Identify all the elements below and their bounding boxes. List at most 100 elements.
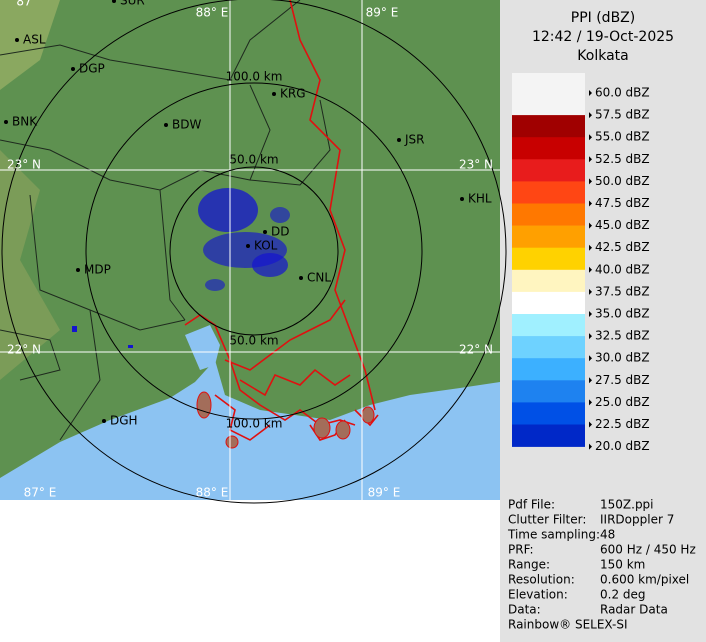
legend-tick	[589, 200, 592, 207]
city-label: BNK	[12, 115, 38, 129]
city-label: KHL	[468, 192, 492, 206]
info-label: Resolution:	[508, 573, 575, 587]
city-dot	[15, 38, 19, 42]
city-dot	[263, 230, 267, 234]
legend-swatch	[512, 336, 585, 359]
info-value: IIRDoppler 7	[600, 513, 674, 527]
legend-label: 55.0 dBZ	[595, 130, 650, 144]
grid-label: 88° E	[196, 6, 229, 20]
info-footer: Rainbow® SELEX-SI	[508, 618, 628, 632]
legend-label: 20.0 dBZ	[595, 439, 650, 453]
info-label: Clutter Filter:	[508, 513, 586, 527]
city-label: DD	[271, 225, 289, 239]
city-dot	[71, 67, 75, 71]
city-label: CNL	[307, 271, 331, 285]
city-dot	[4, 120, 8, 124]
sea	[0, 360, 500, 500]
range-label: 100.0 km	[226, 70, 283, 84]
info-label: Data:	[508, 603, 541, 617]
legend-swatch	[512, 247, 585, 271]
grid-label: 22° N	[7, 343, 41, 357]
city-dot	[460, 197, 464, 201]
islands	[196, 391, 375, 449]
info-label: PRF:	[508, 543, 534, 557]
range-rings	[1, 0, 507, 504]
legend-tick	[589, 355, 592, 362]
legend-tick	[589, 311, 592, 317]
legend-label: 42.5 dBZ	[595, 240, 650, 254]
city-label: ASL	[23, 33, 46, 47]
grid-label: 88° E	[196, 486, 229, 500]
legend-swatch	[512, 159, 585, 182]
info-value: 150Z.ppi	[600, 498, 654, 512]
legend-swatch	[512, 380, 585, 403]
legend-label: 25.0 dBZ	[595, 395, 650, 409]
legend-tick	[589, 377, 592, 384]
legend-swatch	[512, 291, 585, 315]
legend-tick	[589, 222, 592, 229]
info-value: 600 Hz / 450 Hz	[600, 543, 696, 557]
city-label: SUR	[120, 0, 145, 8]
legend-tick	[589, 90, 592, 96]
legend-tick	[589, 244, 592, 251]
legend-label: 50.0 dBZ	[595, 174, 650, 188]
header-timestamp: 12:42 / 19-Oct-2025	[532, 29, 674, 45]
legend-label: 57.5 dBZ	[595, 108, 650, 122]
legend-label: 22.5 dBZ	[595, 417, 650, 431]
graticule	[0, 0, 500, 500]
header-title: PPI (dBZ)	[571, 10, 635, 26]
legend-swatch	[512, 314, 585, 337]
city-label: BDW	[172, 118, 201, 132]
city-dot	[102, 419, 106, 423]
legend-label: 47.5 dBZ	[595, 196, 650, 210]
info-area	[0, 500, 500, 642]
legend-tick	[589, 178, 592, 185]
legend-swatch	[512, 358, 585, 381]
legend-label: 32.5 dBZ	[595, 329, 650, 343]
city-label: MDP	[84, 263, 111, 277]
city-label: DGH	[110, 414, 138, 428]
legend-swatch	[512, 181, 585, 204]
legend-swatch	[512, 402, 585, 425]
city-label: KOL	[254, 239, 278, 253]
info-value: 150 km	[600, 558, 645, 572]
legend-tick	[589, 333, 592, 340]
info-label: Range:	[508, 558, 550, 572]
estuary	[185, 325, 220, 370]
grid-label: 87° E	[24, 486, 57, 500]
legend-tick	[589, 443, 592, 450]
legend-swatch	[512, 203, 585, 226]
grid-label: 89° E	[366, 6, 399, 20]
legend-label: 45.0 dBZ	[595, 218, 650, 232]
legend-top-swatch	[512, 73, 585, 93]
info-value: 0.600 km/pixel	[600, 573, 689, 587]
legend-swatch	[512, 225, 585, 248]
legend-tick	[589, 156, 592, 163]
range-label: 100.0 km	[226, 417, 283, 431]
legend-swatch	[512, 424, 585, 447]
city-dot	[76, 268, 80, 272]
radar-echoes	[72, 188, 290, 348]
range-label: 50.0 km	[229, 334, 278, 348]
info-value: 48	[600, 528, 615, 542]
highland	[0, 150, 60, 380]
range-label: 50.0 km	[229, 153, 278, 167]
city-dot	[246, 244, 250, 248]
legend-label: 40.0 dBZ	[595, 262, 650, 276]
legend-tick	[589, 288, 592, 295]
map	[0, 0, 507, 504]
legend-label: 30.0 dBZ	[595, 351, 650, 365]
grid-label: 87°	[16, 0, 37, 9]
info-value: Radar Data	[600, 603, 668, 617]
info-label: Pdf File:	[508, 498, 555, 512]
city-dot	[272, 92, 276, 96]
legend-swatch	[512, 137, 585, 160]
city-dot	[397, 138, 401, 142]
grid-label: 89° E	[368, 486, 401, 500]
legend-label: 60.0 dBZ	[595, 86, 650, 100]
grid-label: 23° N	[459, 158, 493, 172]
city-label: DGP	[79, 62, 105, 76]
district-borders	[0, 0, 331, 441]
city-label: KRG	[280, 87, 306, 101]
legend-tick	[589, 266, 592, 273]
